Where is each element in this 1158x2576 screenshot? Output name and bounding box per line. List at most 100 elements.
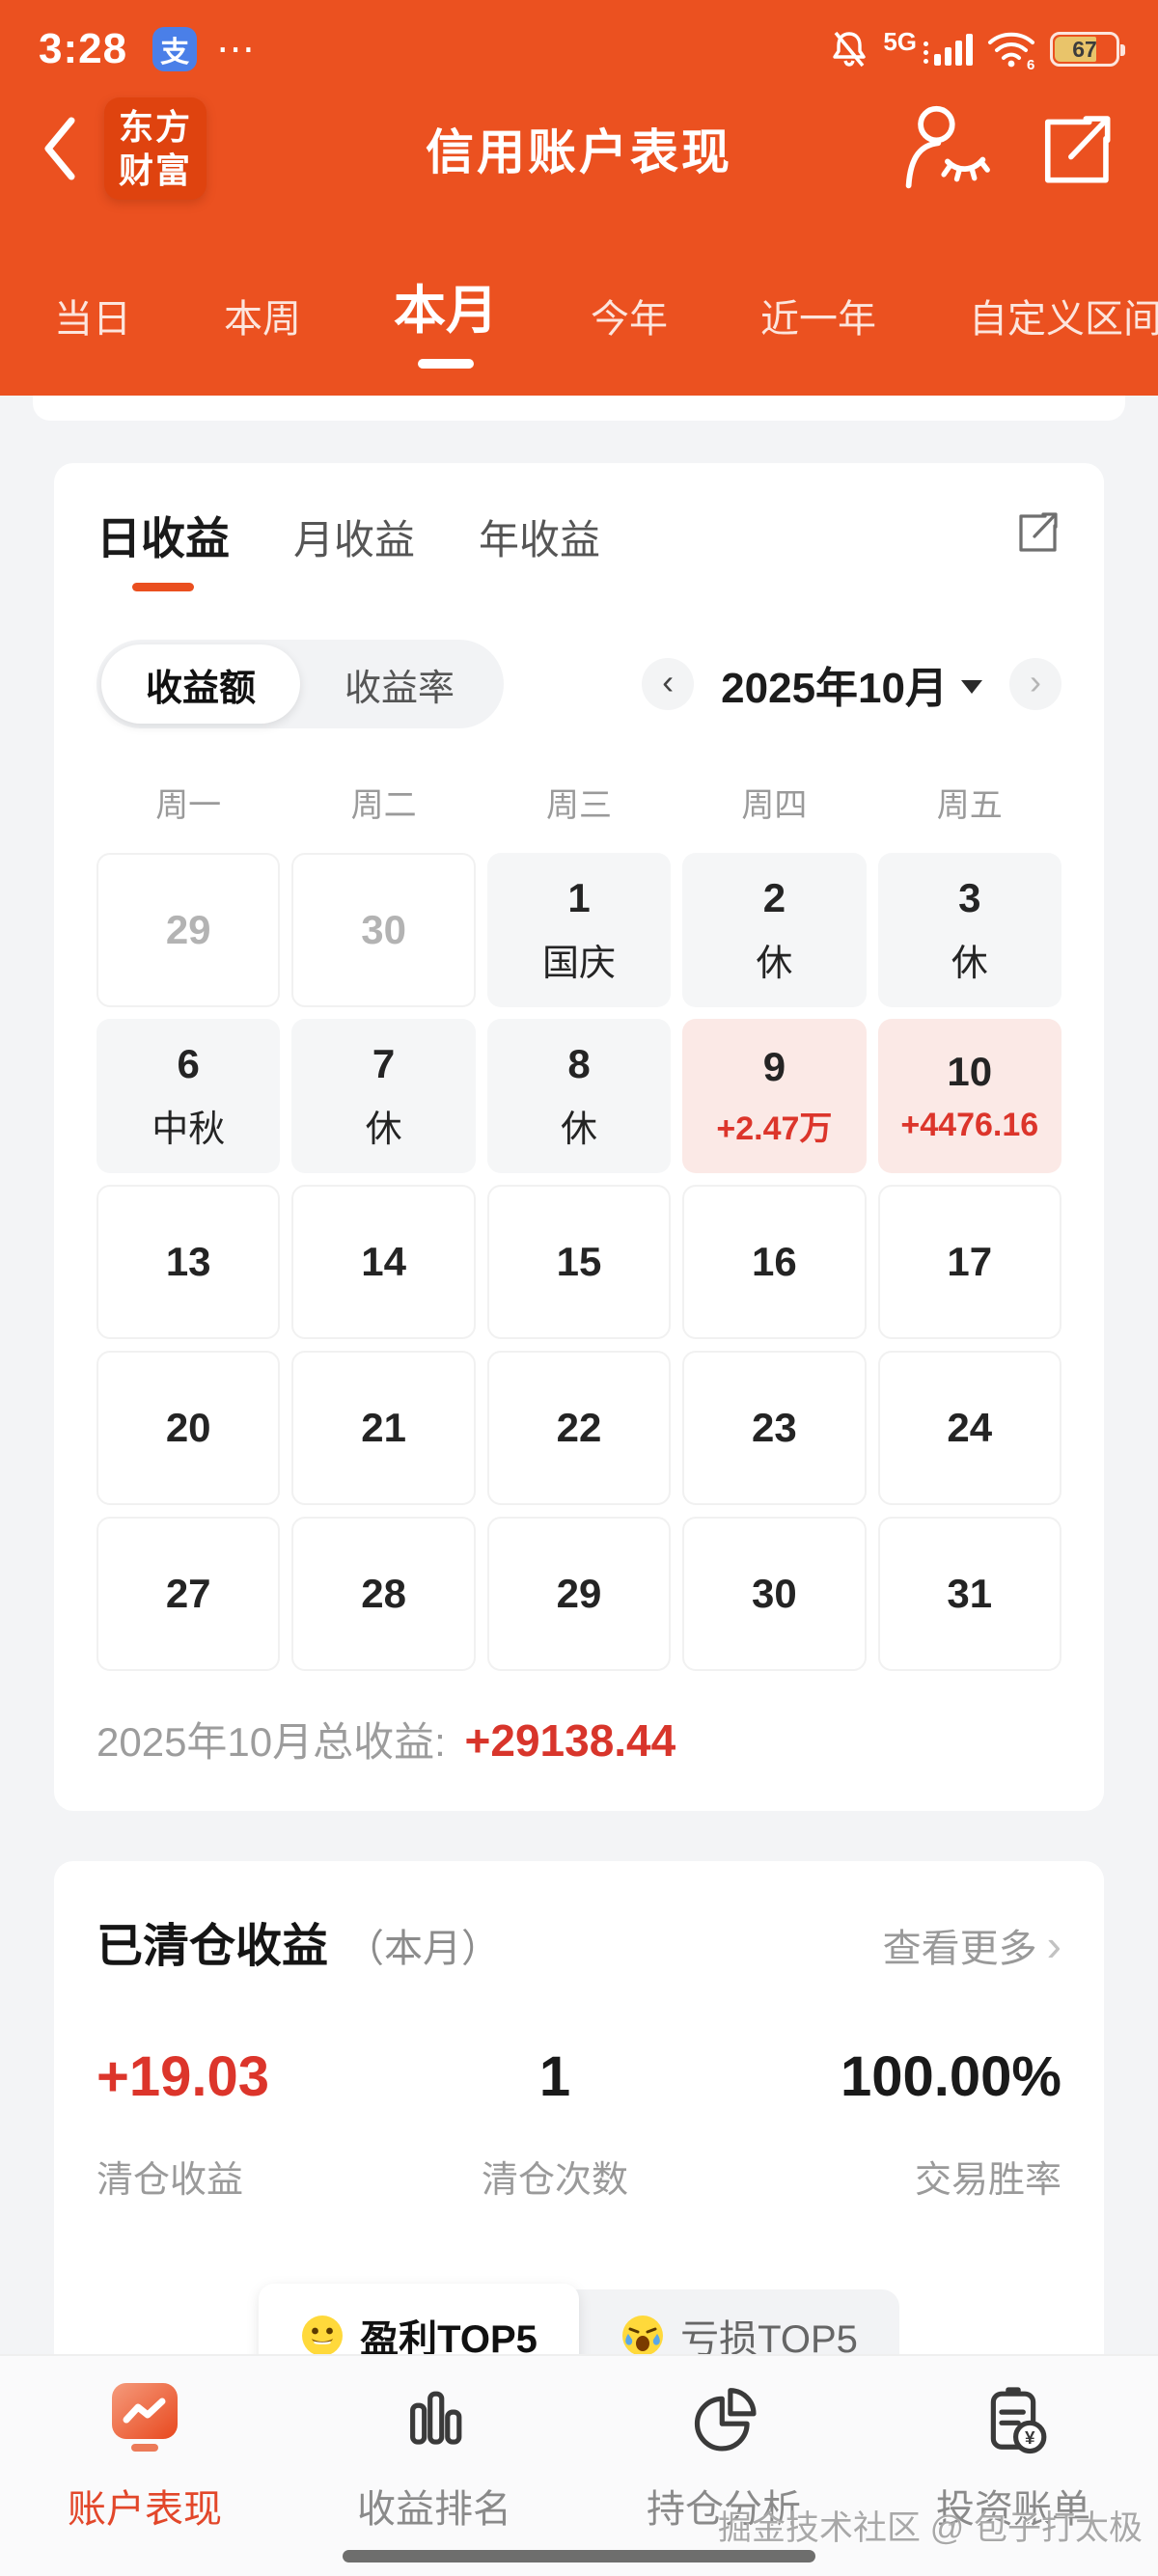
calendar-day-cell[interactable]: 28 xyxy=(291,1517,476,1671)
calendar-day-cell[interactable]: 1 国庆 xyxy=(486,853,672,1007)
toggle-segment[interactable]: 收益率 xyxy=(300,644,499,724)
calendar-day-cell[interactable]: 7 休 xyxy=(291,1019,476,1173)
amount-rate-toggle: 收益额 收益率 xyxy=(96,640,504,728)
calendar-day-cell[interactable]: 13 xyxy=(96,1185,281,1339)
income-tab[interactable]: 年收益 xyxy=(479,507,600,566)
calendar-day-cell[interactable]: 2 休 xyxy=(682,853,867,1007)
header-sheet-edge xyxy=(33,396,1125,421)
svg-text:6: 6 xyxy=(1027,57,1034,70)
stat-value: +19.03 xyxy=(96,2045,270,2108)
chevron-right-icon: › xyxy=(1046,1920,1062,1970)
stat-value: 1 xyxy=(538,2045,571,2108)
day-number: 15 xyxy=(556,1239,602,1284)
stat-label: 清仓次数 xyxy=(482,2160,629,2201)
weekday-header: 周一 周二 周三 周四 周五 xyxy=(96,779,1062,826)
day-number: 24 xyxy=(947,1405,993,1450)
see-more-link[interactable]: 查看更多 › xyxy=(883,1917,1062,1973)
home-indicator[interactable] xyxy=(343,2550,815,2562)
calendar-day-cell[interactable]: 9 +2.47万 xyxy=(682,1019,867,1173)
calendar-day-cell[interactable]: 15 xyxy=(486,1185,672,1339)
share-icon[interactable] xyxy=(1034,107,1117,190)
eastmoney-logo[interactable]: 东方 财富 xyxy=(104,97,207,200)
day-annotation: 休 xyxy=(365,1109,402,1150)
period-tab[interactable]: 自定义区间 xyxy=(969,288,1158,369)
calendar-day-cell[interactable]: 3 休 xyxy=(877,853,1062,1007)
calendar-day-cell[interactable]: 30 xyxy=(682,1517,867,1671)
trend-badge-icon xyxy=(103,2377,186,2460)
income-tab[interactable]: 日收益 xyxy=(96,504,230,591)
month-navigator: ‹ 2025年10月 › xyxy=(642,653,1062,715)
period-tab-label: 自定义区间 xyxy=(969,298,1158,341)
income-calendar: 29 30 1 国庆 2 休 3 休 6 xyxy=(96,853,1062,1671)
calendar-day-cell[interactable]: 21 xyxy=(291,1351,476,1505)
weekday-label: 周二 xyxy=(350,787,417,824)
day-annotation: 休 xyxy=(951,943,988,984)
bar-chart-icon xyxy=(393,2377,476,2460)
hide-balance-eye-icon[interactable] xyxy=(899,98,992,199)
next-month-button[interactable]: › xyxy=(1009,658,1062,710)
nav-position-analysis[interactable]: 持仓分析 xyxy=(579,2377,868,2576)
calendar-day-cell[interactable]: 16 xyxy=(682,1185,867,1339)
day-number: 16 xyxy=(752,1239,797,1284)
nav-income-ranking[interactable]: 收益排名 xyxy=(290,2377,579,2576)
period-tab[interactable]: 本周 xyxy=(224,288,301,369)
day-number: 30 xyxy=(361,907,406,952)
closed-stats: +19.03 清仓收益 1 清仓次数 100.00% 交易胜率 xyxy=(96,2044,1062,2203)
weekday-label: 周五 xyxy=(936,787,1003,824)
income-tab[interactable]: 月收益 xyxy=(293,507,415,566)
alipay-icon: 支 xyxy=(152,27,198,71)
day-number: 9 xyxy=(762,1043,786,1089)
month-label: 2025年10月 xyxy=(721,665,948,712)
toggle-segment[interactable]: 收益额 xyxy=(101,644,300,724)
day-number: 30 xyxy=(752,1571,797,1616)
calendar-day-cell[interactable]: 30 xyxy=(291,853,476,1007)
prev-month-button[interactable]: ‹ xyxy=(642,658,695,710)
calendar-day-cell[interactable]: 8 休 xyxy=(486,1019,672,1173)
stat-item: 100.00% 交易胜率 xyxy=(841,2044,1062,2203)
period-tabs: 当日 本周 本月 今年 近一年 自定义区间 xyxy=(0,267,1158,376)
bell-muted-icon xyxy=(829,29,869,69)
day-number: 29 xyxy=(556,1571,602,1616)
stat-label: 清仓收益 xyxy=(96,2160,244,2201)
calendar-day-cell[interactable]: 6 中秋 xyxy=(96,1019,281,1173)
calendar-day-cell[interactable]: 10 +4476.16 xyxy=(877,1019,1062,1173)
day-number: 14 xyxy=(361,1239,406,1284)
period-tab[interactable]: 当日 xyxy=(54,288,131,369)
back-button[interactable] xyxy=(41,105,98,192)
calendar-day-cell[interactable]: 31 xyxy=(877,1517,1062,1671)
closed-card-subtitle: （本月） xyxy=(345,1928,501,1970)
cry-emoji xyxy=(620,2314,665,2358)
period-tab[interactable]: 本月 xyxy=(394,267,498,369)
nav-label: 收益排名 xyxy=(357,2488,511,2531)
income-tab-label: 月收益 xyxy=(293,517,416,562)
toggle-segment-label: 收益额 xyxy=(145,668,256,709)
chevron-down-icon xyxy=(961,680,982,694)
card-share-icon[interactable] xyxy=(1013,507,1062,556)
calendar-day-cell[interactable]: 14 xyxy=(291,1185,476,1339)
income-tabs-row: 日收益 月收益 年收益 xyxy=(96,504,1062,591)
loss-top5-tab[interactable]: 亏损TOP5 xyxy=(579,2289,899,2382)
calendar-day-cell[interactable]: 20 xyxy=(96,1351,281,1505)
nav-investment-bill[interactable]: ¥ 投资账单 xyxy=(868,2377,1158,2576)
calendar-day-cell[interactable]: 27 xyxy=(96,1517,281,1671)
calendar-day-cell[interactable]: 24 xyxy=(877,1351,1062,1505)
period-tab[interactable]: 今年 xyxy=(591,288,668,369)
watermark: 掘金技术社区 @ 包子打太极 xyxy=(718,2509,1143,2547)
weekday-label: 周三 xyxy=(545,787,612,824)
calendar-day-cell[interactable]: 23 xyxy=(682,1351,867,1505)
profit-top5-label: 盈利TOP5 xyxy=(360,2318,538,2361)
calendar-day-cell[interactable]: 29 xyxy=(96,853,281,1007)
day-number: 6 xyxy=(177,1040,200,1086)
day-number: 10 xyxy=(947,1048,993,1094)
calendar-day-cell[interactable]: 17 xyxy=(877,1185,1062,1339)
calendar-day-cell[interactable]: 22 xyxy=(486,1351,672,1505)
month-selector[interactable]: 2025年10月 xyxy=(721,653,982,715)
nav-account-performance[interactable]: 账户表现 xyxy=(0,2377,290,2576)
day-annotation: +4476.16 xyxy=(900,1106,1039,1143)
period-tab-label: 当日 xyxy=(54,298,131,341)
period-tab[interactable]: 近一年 xyxy=(760,288,876,369)
calendar-day-cell[interactable]: 29 xyxy=(486,1517,672,1671)
day-number: 17 xyxy=(947,1239,993,1284)
day-number: 2 xyxy=(762,874,786,920)
period-tab-label: 本周 xyxy=(224,298,301,341)
